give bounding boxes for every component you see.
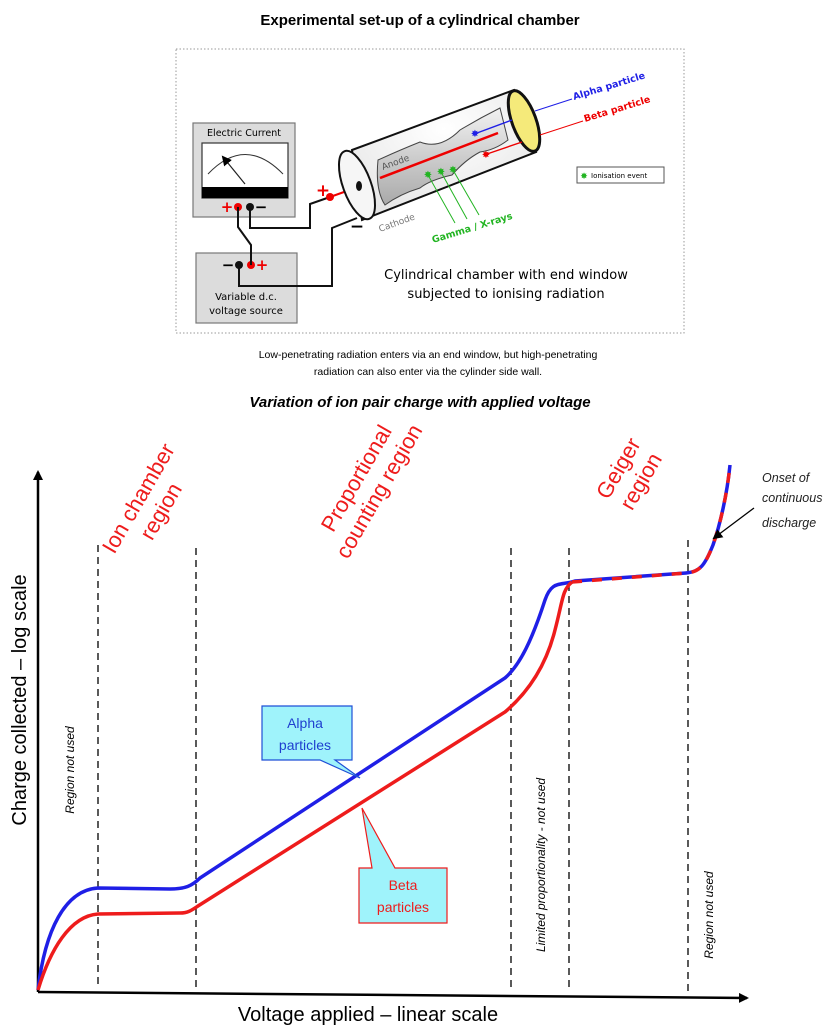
anode-plus: +	[316, 181, 330, 201]
voltage-source: − + Variable d.c. voltage source	[195, 252, 298, 324]
wires	[237, 196, 358, 287]
meter-needle	[221, 155, 246, 185]
cylindrical-chamber: Anode Cathode	[337, 88, 542, 235]
y-axis-label: Charge collected – log scale	[9, 574, 31, 825]
ionisation-event-icon: ✸	[580, 171, 588, 181]
source-label-2: voltage source	[209, 306, 283, 317]
region-boundaries	[97, 540, 689, 994]
beta-callout-line-1: Beta	[389, 877, 418, 893]
electric-current-meter: Electric Current + −	[192, 122, 296, 218]
legend-label: Ionisation event	[591, 172, 647, 180]
onset-arrow	[712, 507, 755, 540]
svg-text:✸: ✸	[449, 165, 457, 176]
meter-minus: −	[255, 198, 268, 216]
beta-curve	[36, 580, 574, 991]
source-plus: +	[256, 256, 269, 274]
onset-line-1: Onset of	[762, 471, 811, 485]
alpha-callout-line-1: Alpha	[287, 715, 323, 731]
gamma-rays	[427, 169, 480, 224]
beta-ionisation-icon: ✸	[482, 150, 490, 161]
alpha-curve	[36, 464, 732, 991]
region-not-used-left: Region not used	[63, 726, 77, 814]
merged-curve-overlay	[571, 464, 732, 584]
anode-wire	[379, 131, 499, 180]
beta-callout-line-2: particles	[377, 899, 429, 915]
beta-callout: Beta particles	[358, 807, 448, 924]
graph-title: Variation of ion pair charge with applie…	[249, 394, 590, 411]
svg-text:✸: ✸	[424, 170, 432, 181]
gamma-label: Gamma / X-rays	[431, 211, 515, 246]
x-axis-label: Voltage applied – linear scale	[238, 1004, 498, 1026]
onset-line-2: continuous	[762, 491, 822, 505]
x-axis	[37, 990, 749, 1003]
cathode-minus: −	[350, 217, 364, 237]
setup-title: Experimental set-up of a cylindrical cha…	[260, 12, 579, 29]
setup-note-2: radiation can also enter via the cylinde…	[314, 366, 542, 378]
limited-proportionality-label: Limited proportionality - not used	[534, 778, 548, 952]
setup-note-1: Low-penetrating radiation enters via an …	[259, 349, 598, 361]
chamber-caption-2: subjected to ionising radiation	[407, 287, 604, 302]
meter-plus: +	[221, 198, 234, 216]
chamber-caption-1: Cylindrical chamber with end window	[384, 268, 628, 283]
alpha-callout: Alpha particles	[261, 705, 361, 779]
region-not-used-right: Region not used	[702, 871, 716, 959]
cathode-label: Cathode	[378, 212, 417, 234]
ionisation-legend: ✸ Ionisation event	[576, 166, 665, 184]
region-labels: Ion chamber region Proportional counting…	[97, 420, 667, 563]
source-label-1: Variable d.c.	[215, 292, 277, 303]
meter-label: Electric Current	[207, 128, 281, 139]
alpha-ionisation-icon: ✸	[471, 129, 479, 140]
beta-label: Beta particle	[583, 94, 652, 125]
onset-annotation: Onset of continuous discharge	[762, 471, 822, 530]
setup-frame	[175, 48, 685, 334]
svg-text:✸: ✸	[437, 167, 445, 178]
onset-line-3: discharge	[762, 516, 816, 530]
source-minus: −	[222, 256, 235, 274]
alpha-callout-line-2: particles	[279, 737, 331, 753]
gamma-ionisation-icons: ✸ ✸ ✸	[424, 165, 457, 181]
